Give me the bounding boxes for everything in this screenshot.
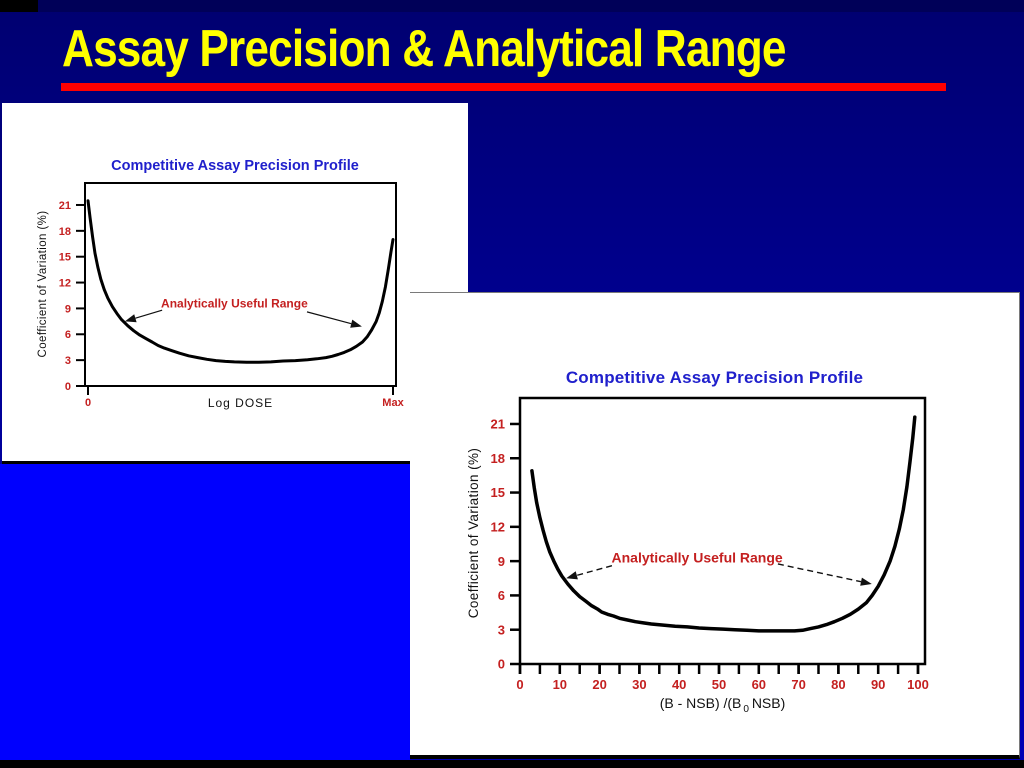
top-strip-corner-block: [0, 0, 38, 12]
annotation-label: Analytically Useful Range: [612, 549, 783, 565]
y-tick-label: 9: [498, 554, 505, 569]
y-tick-label: 3: [65, 355, 71, 367]
annotation-arrowhead: [860, 577, 872, 586]
chart-title: Competitive Assay Precision Profile: [111, 158, 359, 174]
x-tick-label: 50: [712, 677, 726, 692]
x-tick-label: 0: [85, 397, 91, 409]
x-axis-label: (B - NSB) /(B 0 NSB): [660, 695, 786, 715]
y-tick-label: 21: [491, 417, 505, 432]
top-strip: [0, 0, 1024, 12]
accent-rectangle: [0, 464, 410, 760]
x-axis-label: Log DOSE: [208, 396, 273, 410]
annotation-arrowhead: [566, 571, 578, 580]
y-tick-label: 21: [59, 200, 71, 212]
x-tick-label: 40: [672, 677, 686, 692]
y-axis-label: Coefficient of Variation (%): [37, 211, 49, 358]
annotation-arrowhead: [124, 314, 137, 323]
x-tick-label: 70: [791, 677, 805, 692]
y-tick-label: 9: [65, 303, 71, 315]
x-tick-label: 90: [871, 677, 885, 692]
annotation-arrow-line: [576, 565, 613, 577]
y-tick-label: 12: [491, 520, 505, 535]
x-tick-label: 60: [752, 677, 766, 692]
x-tick-label: Max: [382, 397, 404, 409]
y-tick-label: 18: [491, 451, 505, 466]
annotation-label: Analytically Useful Range: [161, 297, 308, 311]
y-tick-label: 3: [498, 622, 505, 637]
x-tick-label: 100: [907, 677, 929, 692]
annotation-arrow-line: [306, 311, 352, 325]
precision-profile-chart-log-dose: 0 3 6 9 12 15 18 21 0 Max Coefficient of Variation…: [37, 182, 405, 410]
y-tick-label: 0: [498, 657, 505, 672]
precision-profile-chart-b-nsb: 0 3 6 9 12 15 18 21 0 10 20 30 40 50 60 70 80 90 100 Coeffi…: [466, 396, 929, 715]
title-underline-bar: [61, 83, 946, 91]
x-tick-label: 0: [516, 677, 523, 692]
chart-panel-log-dose: Competitive Assay Precision Profile 0 3 6 9…: [2, 103, 468, 464]
y-tick-label: 18: [59, 226, 71, 238]
x-tick-label: 10: [553, 677, 567, 692]
y-tick-label: 15: [59, 252, 71, 264]
x-tick-label: 80: [831, 677, 845, 692]
y-tick-label: 15: [491, 485, 505, 500]
cv-curve: [530, 415, 917, 633]
y-tick-label: 6: [65, 329, 71, 341]
y-axis-label: Coefficient of Variation (%): [466, 448, 481, 619]
bottom-strip: [0, 760, 1024, 768]
x-tick-label: 20: [592, 677, 606, 692]
plot-frame: [84, 182, 397, 387]
cv-curve: [86, 199, 395, 364]
y-tick-label: 0: [65, 381, 71, 393]
y-tick-label: 6: [498, 588, 505, 603]
y-tick-label: 12: [59, 278, 71, 290]
chart-title: Competitive Assay Precision Profile: [565, 368, 864, 387]
annotation-arrowhead: [350, 319, 362, 328]
annotation-arrow-line: [135, 309, 163, 319]
annotation-arrow-line: [777, 563, 862, 583]
x-tick-label: 30: [632, 677, 646, 692]
slide-title: Assay Precision & Analytical Range: [62, 20, 786, 78]
plot-frame: [518, 396, 927, 666]
chart-panel-b-nsb: Competitive Assay Precision Profile 0 3 6 9…: [410, 292, 1020, 759]
